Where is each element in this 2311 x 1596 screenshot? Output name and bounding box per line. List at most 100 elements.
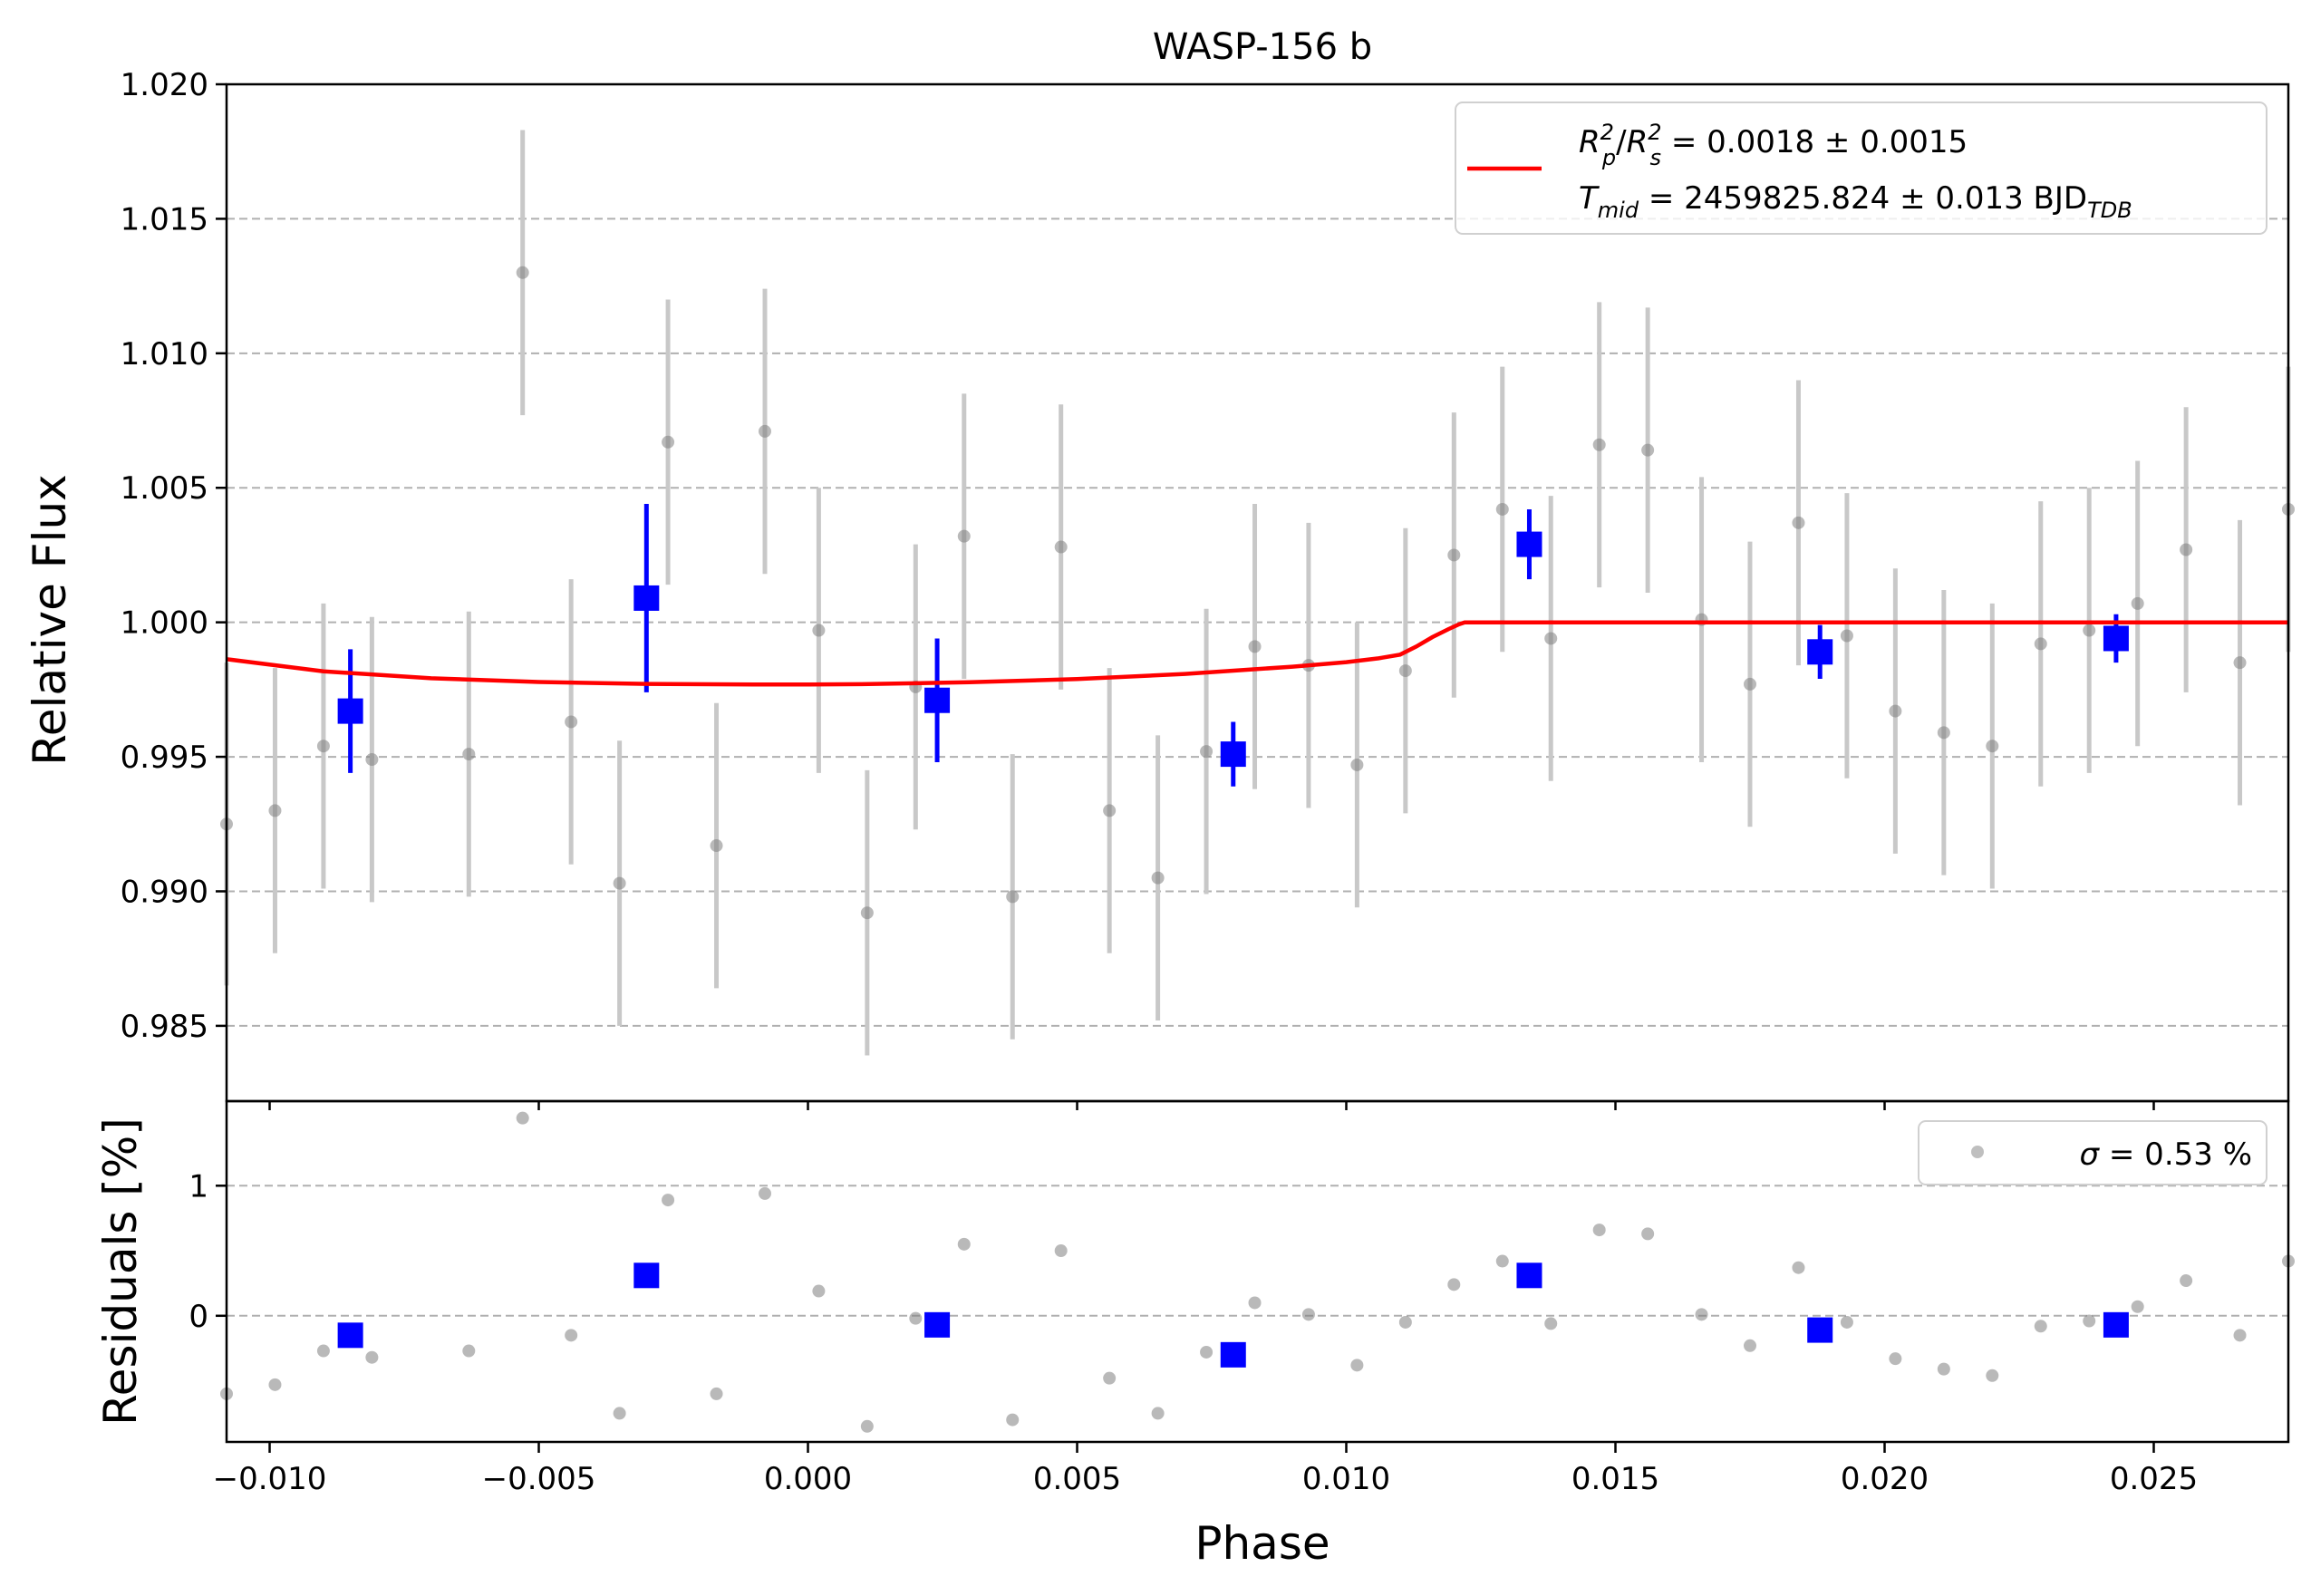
flux-raw-point bbox=[1200, 745, 1214, 759]
flux-raw-point bbox=[1641, 443, 1655, 457]
flux-raw-point bbox=[2180, 543, 2193, 556]
residual-raw-point bbox=[1744, 1339, 1757, 1352]
residual-raw-point bbox=[613, 1407, 626, 1420]
residuals-raw-points bbox=[220, 1111, 2295, 1433]
phase-x-tick-label: −0.010 bbox=[213, 1461, 327, 1497]
flux-raw-point bbox=[1054, 540, 1068, 554]
residual-raw-point bbox=[268, 1378, 282, 1391]
residual-binned-point bbox=[633, 1262, 660, 1289]
flux-raw-point bbox=[1744, 677, 1757, 691]
residual-raw-point bbox=[516, 1111, 529, 1125]
residual-raw-point bbox=[1544, 1317, 1558, 1330]
legend-midtime-text: Tmid = 2459825.824 ± 0.013 BJDTDB bbox=[1579, 180, 2132, 223]
phase-x-tick-label: 0.000 bbox=[764, 1461, 852, 1497]
residual-raw-point bbox=[1986, 1369, 1999, 1382]
flux-raw-point bbox=[365, 753, 379, 767]
flux-binned-points bbox=[337, 531, 2129, 768]
flux-raw-points bbox=[220, 266, 2295, 920]
phase-x-tick-label: −0.005 bbox=[482, 1461, 596, 1497]
flux-raw-point bbox=[2083, 624, 2096, 637]
residual-raw-point bbox=[1006, 1413, 1020, 1427]
phase-x-tick-label: 0.025 bbox=[2110, 1461, 2198, 1497]
residual-raw-point bbox=[1695, 1308, 1708, 1321]
residual-raw-point bbox=[2180, 1274, 2193, 1288]
flux-y-axis-title: Relative Flux bbox=[24, 474, 76, 765]
residuals-binned-points bbox=[337, 1262, 2129, 1368]
residual-raw-point bbox=[565, 1329, 578, 1342]
phase-x-tick-label: 0.020 bbox=[1841, 1461, 1929, 1497]
residual-raw-point bbox=[1840, 1315, 1853, 1329]
flux-raw-point bbox=[860, 906, 874, 920]
phase-x-axis-title: Phase bbox=[1194, 1517, 1330, 1570]
residual-raw-point bbox=[662, 1194, 675, 1207]
residual-raw-point bbox=[1350, 1359, 1364, 1372]
residual-raw-point bbox=[1301, 1308, 1315, 1321]
residual-binned-point bbox=[1220, 1341, 1246, 1368]
flux-raw-point bbox=[1006, 890, 1020, 904]
flux-y-tick-label: 0.990 bbox=[121, 874, 208, 910]
residual-raw-point bbox=[1054, 1244, 1068, 1258]
flux-raw-point bbox=[957, 529, 971, 543]
residual-raw-point bbox=[758, 1186, 771, 1200]
residuals-y-tick-label: 1 bbox=[189, 1168, 208, 1204]
residual-raw-point bbox=[1937, 1362, 1950, 1376]
flux-raw-point bbox=[268, 804, 282, 817]
residual-binned-point bbox=[2103, 1311, 2129, 1338]
flux-raw-point bbox=[1792, 516, 1805, 529]
flux-raw-point bbox=[1544, 632, 1558, 645]
residuals-panel-frame bbox=[225, 1099, 2290, 1444]
flux-binned-point bbox=[1807, 639, 1833, 665]
flux-y-tick-label: 0.985 bbox=[121, 1009, 208, 1045]
legend-radius-ratio-text: R2 p/R2 s = 0.0018 ± 0.0015 bbox=[1579, 120, 1968, 170]
residual-raw-point bbox=[909, 1311, 923, 1325]
flux-y-tick-label: 1.020 bbox=[121, 67, 208, 103]
residual-raw-point bbox=[1248, 1296, 1262, 1310]
residuals-legend-box bbox=[1918, 1120, 2267, 1185]
residual-raw-point bbox=[316, 1344, 330, 1358]
phase-x-ticks: −0.010 −0.005 0.000 0.005 0.010 0.015 0.020 0.0… bbox=[213, 1442, 2198, 1497]
flux-y-tick-label: 1.010 bbox=[121, 336, 208, 372]
residual-raw-point bbox=[2233, 1329, 2247, 1342]
flux-y-tick-label: 0.995 bbox=[121, 740, 208, 776]
flux-raw-point bbox=[316, 740, 330, 753]
residual-raw-point bbox=[2034, 1320, 2047, 1333]
residual-raw-point bbox=[1792, 1261, 1805, 1274]
phase-x-tick-label: 0.015 bbox=[1571, 1461, 1659, 1497]
legend-residual-swatch bbox=[1971, 1146, 1984, 1158]
flux-legend: R2 p/R2 s = 0.0018 ± 0.0015 Tmid = 2459825… bbox=[1455, 102, 2267, 235]
residuals-y-ticks: 01 bbox=[189, 1168, 227, 1335]
flux-binned-point bbox=[2103, 625, 2129, 652]
transit-model-line bbox=[226, 620, 2288, 687]
flux-raw-point bbox=[710, 839, 723, 853]
flux-binned-point bbox=[1516, 531, 1542, 557]
residual-raw-point bbox=[1889, 1352, 1902, 1366]
flux-binned-point bbox=[1220, 741, 1246, 768]
residuals-legend: σ = 0.53 % bbox=[1918, 1120, 2267, 1185]
residual-raw-point bbox=[957, 1237, 971, 1251]
residual-raw-point bbox=[860, 1419, 874, 1433]
residual-binned-point bbox=[337, 1322, 363, 1349]
phase-x-tick-label: 0.010 bbox=[1302, 1461, 1390, 1497]
flux-raw-point bbox=[1103, 804, 1117, 817]
flux-raw-point bbox=[2131, 596, 2144, 610]
flux-raw-point bbox=[1937, 726, 1950, 740]
flux-raw-point bbox=[2233, 656, 2247, 670]
flux-y-tick-label: 1.015 bbox=[121, 201, 208, 237]
residual-raw-point bbox=[812, 1284, 826, 1298]
residuals-panel: 01 −0.010 −0.005 0.000 0.005 0.010 0.015 0.020… bbox=[94, 1099, 2295, 1570]
residual-raw-point bbox=[1592, 1224, 1606, 1237]
residual-raw-point bbox=[462, 1344, 476, 1358]
flux-binned-point bbox=[924, 687, 951, 713]
flux-panel-frame bbox=[225, 82, 2290, 1103]
flux-raw-point bbox=[1447, 548, 1461, 562]
flux-y-tick-label: 1.005 bbox=[121, 470, 208, 507]
flux-raw-point bbox=[1495, 502, 1509, 516]
flux-panel: 0.985 0.990 0.995 1.000 1.005 1.010 1.015 1.020… bbox=[24, 67, 2295, 1110]
residual-binned-point bbox=[924, 1311, 951, 1338]
flux-raw-point bbox=[1592, 438, 1606, 451]
flux-raw-point bbox=[565, 715, 578, 729]
flux-raw-point bbox=[613, 876, 626, 890]
residuals-y-axis-title: Residuals [%] bbox=[94, 1117, 147, 1426]
phase-x-tick-label: 0.005 bbox=[1033, 1461, 1121, 1497]
